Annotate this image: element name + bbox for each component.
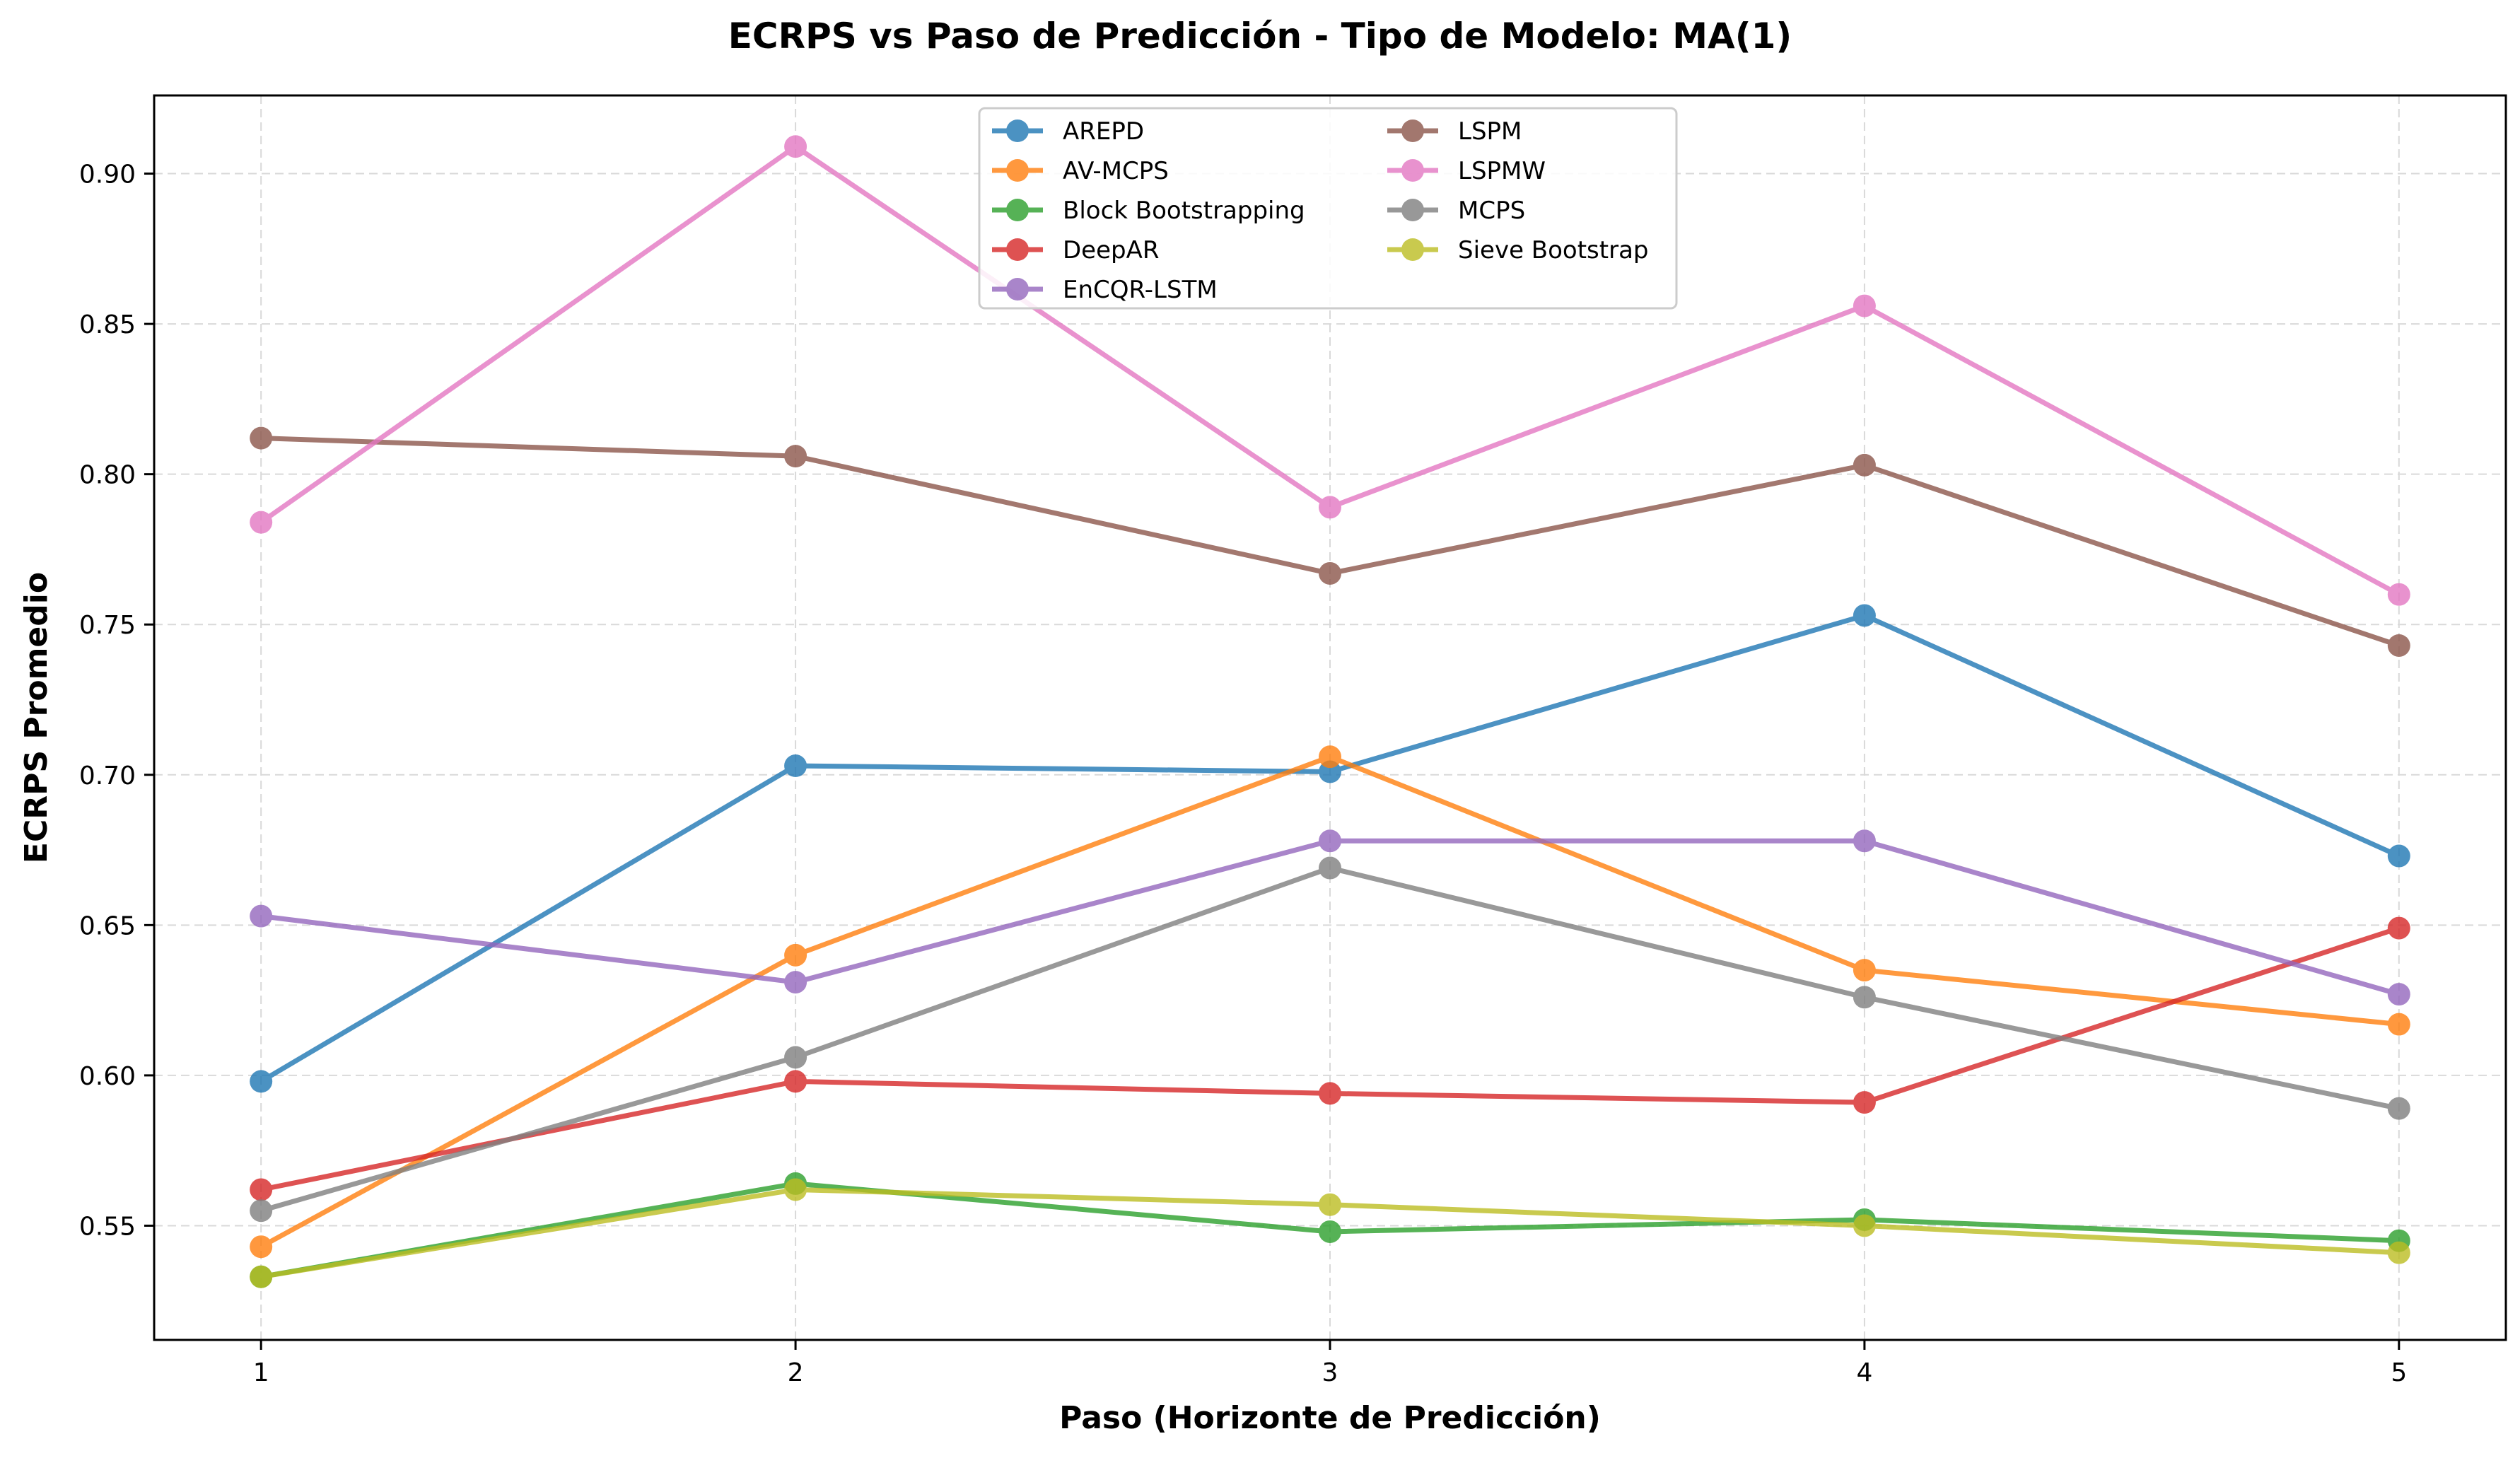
data-point <box>784 135 807 158</box>
y-tick-label: 0.80 <box>79 461 136 490</box>
data-point <box>784 754 807 778</box>
y-tick-label: 0.75 <box>79 611 136 640</box>
data-point <box>2387 916 2410 940</box>
series-layer <box>250 135 2410 1288</box>
series-lspm <box>250 426 2410 657</box>
legend: AREPD AV-MCPS Block Bootstrapping DeepAR EnC… <box>978 107 1678 310</box>
legend-label: DeepAR <box>1063 236 1159 264</box>
data-point <box>250 1178 273 1201</box>
data-point <box>250 1070 273 1093</box>
data-point <box>784 1046 807 1069</box>
legend-item <box>992 159 1043 182</box>
data-point <box>250 904 273 928</box>
legend-item <box>992 199 1043 221</box>
y-tick-label: 0.55 <box>79 1212 136 1241</box>
data-point <box>784 1070 807 1093</box>
series-deepar <box>250 916 2410 1201</box>
data-point <box>1319 829 1341 853</box>
series-encqr-lstm <box>250 829 2410 1006</box>
y-tick-label: 0.85 <box>79 310 136 339</box>
data-point <box>2387 844 2410 868</box>
legend-label: Sieve Bootstrap <box>1458 236 1649 264</box>
data-point <box>1853 453 1876 477</box>
data-point <box>250 426 273 450</box>
legend-swatch-marker <box>1401 238 1424 261</box>
data-point <box>250 1265 273 1288</box>
legend-label: LSPMW <box>1458 157 1546 185</box>
data-point <box>784 971 807 994</box>
data-point <box>1853 986 1876 1009</box>
data-point <box>1853 1214 1876 1237</box>
legend-item <box>992 238 1043 261</box>
chart-title: ECRPS vs Paso de Predicción - Tipo de Mo… <box>728 16 1792 57</box>
data-point <box>1319 561 1341 585</box>
data-point <box>1853 604 1876 627</box>
data-point <box>250 1235 273 1259</box>
x-tick-label: 5 <box>2391 1358 2407 1387</box>
legend-label: AV-MCPS <box>1063 157 1169 185</box>
data-point <box>2387 1241 2410 1264</box>
x-axis-label: Paso (Horizonte de Predicción) <box>1059 1400 1601 1436</box>
data-point <box>1319 1220 1341 1243</box>
data-point <box>2387 1097 2410 1120</box>
legend-label: MCPS <box>1458 197 1525 225</box>
legend-item <box>1387 199 1438 221</box>
legend-swatch-marker <box>1401 119 1424 142</box>
legend-label: AREPD <box>1063 117 1144 146</box>
y-tick-label: 0.65 <box>79 911 136 940</box>
series-lspmw <box>250 135 2410 606</box>
x-tick-label: 4 <box>1856 1358 1872 1387</box>
axis-ticks: 1 2 3 4 5 0.55 0.60 0.65 0.70 0.75 0.80 0.85 0.90 <box>79 161 2407 1387</box>
x-tick-label: 1 <box>253 1358 269 1387</box>
legend-swatch-marker <box>1006 278 1029 301</box>
x-tick-label: 3 <box>1322 1358 1338 1387</box>
legend-swatch-marker <box>1401 199 1424 221</box>
data-point <box>1319 496 1341 519</box>
y-tick-label: 0.70 <box>79 762 136 791</box>
data-point <box>1853 959 1876 982</box>
data-point <box>2387 1013 2410 1036</box>
legend-swatch-marker <box>1006 159 1029 182</box>
data-point <box>1319 1082 1341 1105</box>
data-point <box>784 943 807 967</box>
legend-label: EnCQR-LSTM <box>1063 276 1218 304</box>
legend-swatch-marker <box>1006 199 1029 221</box>
legend-box <box>978 107 1678 310</box>
data-point <box>1319 745 1341 769</box>
legend-item <box>1387 159 1438 182</box>
data-point <box>2387 634 2410 657</box>
data-point <box>784 1178 807 1201</box>
data-point <box>784 445 807 468</box>
data-point <box>1853 294 1876 317</box>
legend-swatch-marker <box>1006 238 1029 261</box>
series-av-mcps <box>250 745 2410 1259</box>
y-axis-label: ECRPS Promedio <box>18 572 54 863</box>
data-point <box>1319 1193 1341 1216</box>
series-sieve-bootstrap <box>250 1178 2410 1288</box>
data-point <box>250 511 273 534</box>
data-point <box>2387 983 2410 1006</box>
legend-item <box>992 278 1043 301</box>
data-point <box>1319 856 1341 880</box>
legend-label: Block Bootstrapping <box>1063 197 1305 225</box>
x-tick-label: 2 <box>788 1358 804 1387</box>
data-point <box>250 1199 273 1223</box>
legend-swatch-marker <box>1006 119 1029 142</box>
legend-item <box>1387 119 1438 142</box>
y-tick-label: 0.90 <box>79 161 136 189</box>
data-point <box>1853 1091 1876 1114</box>
data-point <box>2387 583 2410 606</box>
legend-swatch-marker <box>1401 159 1424 182</box>
y-tick-label: 0.60 <box>79 1062 136 1091</box>
legend-label: LSPM <box>1458 117 1522 146</box>
legend-item <box>992 119 1043 142</box>
series-mcps <box>250 856 2410 1223</box>
data-point <box>1853 829 1876 853</box>
legend-item <box>1387 238 1438 261</box>
